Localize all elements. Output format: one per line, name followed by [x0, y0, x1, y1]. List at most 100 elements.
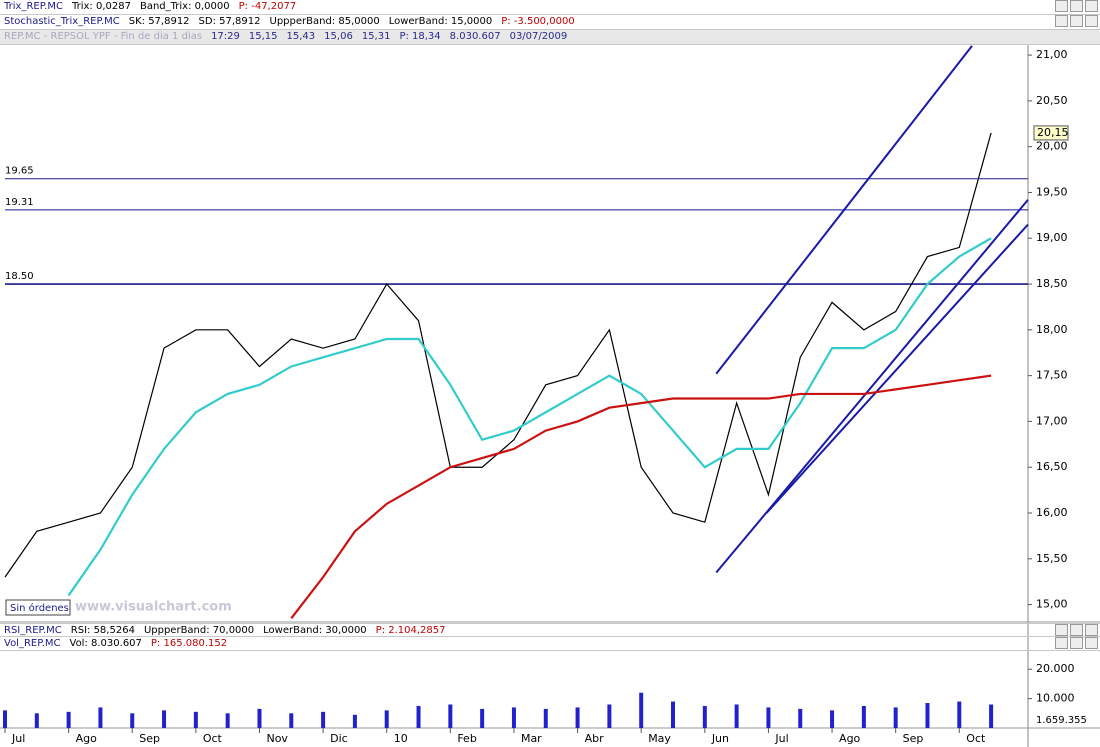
y-tick-label: 20,00	[1036, 140, 1068, 153]
volume-bar	[130, 713, 135, 728]
header-field: 17:29	[211, 31, 240, 42]
horizontal-line-label: 18.50	[5, 271, 34, 282]
window-button[interactable]	[1070, 637, 1083, 649]
header-field: LowerBand: 15,0000	[388, 16, 493, 27]
window-button[interactable]	[1085, 15, 1098, 27]
y-tick-label: 15,00	[1036, 598, 1068, 611]
header-field: Vol_REP.MC	[4, 638, 61, 649]
window-button[interactable]	[1085, 624, 1098, 636]
header-field: 03/07/2009	[509, 31, 568, 42]
trend-line	[765, 223, 1029, 514]
price-line	[290, 374, 992, 620]
window-buttons	[1055, 15, 1098, 27]
horizontal-line-label: 19.31	[5, 197, 34, 208]
quote-header: REP.MC - REPSOL YPF - Fin de dia 1 dias 1…	[0, 30, 1100, 45]
x-tick-label: Sep	[903, 732, 924, 745]
volume-bar	[702, 705, 707, 728]
x-tick-label: Abr	[585, 732, 605, 745]
price-pane	[0, 45, 1100, 622]
window-buttons	[1055, 0, 1098, 12]
x-tick-label: Jun	[711, 732, 729, 745]
header-field: UppperBand: 70,0000	[143, 625, 255, 636]
volume-bar	[480, 708, 485, 728]
vol-header: Vol_REP.MC Vol: 8.030.607 P: 165.080.152	[0, 637, 1100, 651]
header-field: UppperBand: 85,0000	[269, 16, 380, 27]
volume-bar	[193, 711, 198, 728]
volume-bar	[766, 707, 771, 728]
badge: Sin órdenes	[10, 602, 69, 614]
x-tick-label: 10	[394, 732, 408, 745]
last-price-label: 20,15	[1037, 126, 1069, 139]
horizontal-line-label: 19.65	[5, 166, 34, 177]
x-tick-label: Oct	[203, 732, 223, 745]
y-tick-label: 16,00	[1036, 506, 1068, 519]
volume-bar	[798, 708, 803, 728]
volume-last-label: 1.659.355	[1036, 715, 1087, 726]
watermark: www.visualchart.com	[75, 600, 232, 615]
header-field: P: 18,34	[399, 31, 441, 42]
badge-box	[5, 599, 71, 616]
y-tick-label: 21,00	[1036, 48, 1068, 61]
header-field: SK: 57,8912	[128, 16, 190, 27]
window-button[interactable]	[1085, 0, 1098, 12]
y-tick-label: 16,50	[1036, 460, 1068, 473]
header-field: Trix_REP.MC	[4, 1, 63, 12]
volume-bar	[734, 704, 739, 728]
window-buttons	[1055, 624, 1098, 636]
header-field: 15,15	[248, 31, 278, 42]
window-button[interactable]	[1070, 624, 1083, 636]
volume-bar	[352, 714, 357, 728]
volume-bar	[289, 713, 294, 728]
x-tick-label: Oct	[966, 732, 986, 745]
price-line	[67, 237, 992, 597]
y-tick-label: 17,00	[1036, 414, 1068, 427]
header-field: Stochastic_Trix_REP.MC	[4, 16, 120, 27]
volume-tick-label: 10.000	[1036, 692, 1075, 705]
volume-bar	[639, 692, 644, 728]
volume-bar	[511, 707, 516, 728]
stochastic-header: Stochastic_Trix_REP.MC SK: 57,8912 SD: 57,…	[0, 15, 1100, 30]
y-tick-label: 15,50	[1036, 552, 1068, 565]
header-field: Vol: 8.030.607	[69, 638, 142, 649]
header-field: LowerBand: 30,0000	[263, 625, 367, 636]
x-tick-label: Mar	[521, 732, 542, 745]
volume-bar	[893, 707, 898, 728]
header-field: 15,43	[286, 31, 316, 42]
y-tick-label: 20,50	[1036, 94, 1068, 107]
volume-bar	[416, 705, 421, 728]
last-price-box	[1033, 125, 1069, 141]
volume-bar	[989, 704, 994, 728]
x-tick-label: Sep	[139, 732, 160, 745]
header-field: SD: 57,8912	[198, 16, 261, 27]
window-button[interactable]	[1070, 15, 1083, 27]
y-tick-label: 18,00	[1036, 323, 1068, 336]
volume-bar	[575, 707, 580, 728]
window-button[interactable]	[1055, 0, 1068, 12]
window-button[interactable]	[1085, 637, 1098, 649]
volume-bar	[98, 707, 103, 728]
window-button[interactable]	[1055, 15, 1068, 27]
trend-line	[715, 45, 973, 375]
window-button[interactable]	[1055, 624, 1068, 636]
x-tick-label: Ago	[76, 732, 98, 745]
volume-bar	[34, 713, 39, 728]
header-field: 15,31	[361, 31, 391, 42]
window-button[interactable]	[1055, 637, 1068, 649]
x-tick-label: Feb	[457, 732, 476, 745]
volume-bar	[830, 710, 835, 728]
volume-bar	[66, 711, 71, 728]
header-field: P: -3.500,0000	[501, 16, 575, 27]
trix-header: Trix_REP.MC Trix: 0,0287 Band_Trix: 0,0000…	[0, 0, 1100, 15]
window-button[interactable]	[1070, 0, 1083, 12]
header-field: Trix: 0,0287	[71, 1, 131, 12]
volume-bar	[671, 701, 676, 728]
x-tick-label: Jul	[774, 732, 788, 745]
header-field: P: 2.104,2857	[375, 625, 446, 636]
volume-bar	[257, 708, 262, 728]
volume-bar	[448, 704, 453, 728]
y-tick-label: 18,50	[1036, 277, 1068, 290]
volume-bar	[607, 704, 612, 728]
header-field: 15,06	[324, 31, 353, 42]
volume-bar	[3, 710, 7, 728]
